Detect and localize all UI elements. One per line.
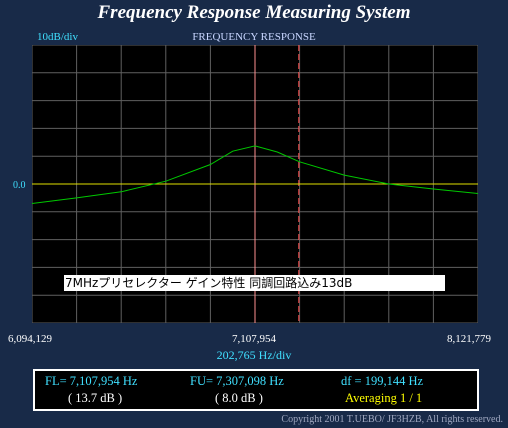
app-title: Frequency Response Measuring System bbox=[97, 2, 411, 23]
panel-title: FREQUENCY RESPONSE bbox=[192, 31, 316, 43]
x-tick-left: 6,094,129 bbox=[8, 333, 52, 345]
averaging-readout: Averaging 1 / 1 bbox=[345, 391, 423, 405]
reference-level-label: 0.0 bbox=[13, 180, 26, 191]
x-scale-label: 202,765 Hz/div bbox=[216, 348, 292, 362]
x-tick-center: 7,107,954 bbox=[232, 333, 276, 345]
fu-db-readout: ( 8.0 dB ) bbox=[215, 391, 263, 405]
caption-text: 7MHzプリセレクター ゲイン特性 同調回路込み13dB bbox=[64, 275, 445, 291]
copyright-text: Copyright 2001 T.UEBO/ JF3HZB, All right… bbox=[281, 414, 503, 425]
response-trace bbox=[32, 145, 478, 204]
fl-readout: FL= 7,107,954 Hz bbox=[45, 374, 138, 388]
x-tick-right: 8,121,779 bbox=[447, 333, 491, 345]
df-readout: df = 199,144 Hz bbox=[341, 374, 424, 388]
measurement-panel: FL= 7,107,954 Hz ( 13.7 dB ) FU= 7,307,0… bbox=[33, 369, 479, 411]
fu-readout: FU= 7,307,098 Hz bbox=[190, 374, 284, 388]
y-scale-label: 10dB/div bbox=[37, 31, 78, 43]
fl-db-readout: ( 13.7 dB ) bbox=[68, 391, 123, 405]
